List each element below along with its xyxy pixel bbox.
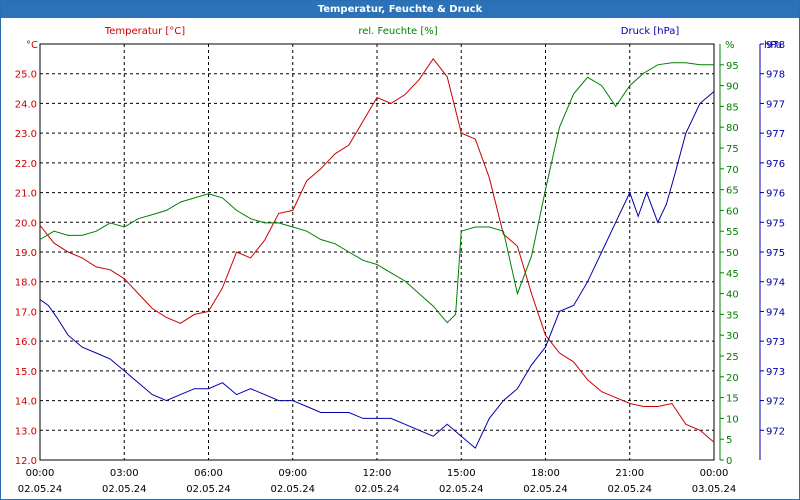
left-tick-label: 12.0 xyxy=(15,456,37,467)
left-tick-label: 17.0 xyxy=(15,307,37,318)
pressure-tick-label: 974 xyxy=(766,278,785,289)
left-axis-unit: °C xyxy=(26,40,38,51)
x-tick-time: 06:00 xyxy=(194,468,223,479)
x-tick-date: 02.05.24 xyxy=(102,484,147,495)
x-tick-date: 02.05.24 xyxy=(439,484,484,495)
humidity-tick-label: 15 xyxy=(726,394,739,405)
pressure-tick-label: 972 xyxy=(766,397,785,408)
pressure-tick-label: 978 xyxy=(766,40,785,51)
humidity-tick-label: 25 xyxy=(726,352,739,363)
humidity-tick-label: 45 xyxy=(726,269,739,280)
left-tick-label: 15.0 xyxy=(15,367,37,378)
pressure-tick-label: 977 xyxy=(766,129,785,140)
pressure-tick-label: 977 xyxy=(766,99,785,110)
humidity-tick-label: 60 xyxy=(726,206,739,217)
left-tick-label: 24.0 xyxy=(15,99,37,110)
left-tick-label: 14.0 xyxy=(15,397,37,408)
x-tick-time: 00:00 xyxy=(26,468,55,479)
left-tick-label: 22.0 xyxy=(15,159,37,170)
legend-entry-2: Druck [hPa] xyxy=(621,26,680,37)
left-tick-label: 23.0 xyxy=(15,129,37,140)
humidity-tick-label: 90 xyxy=(726,82,739,93)
x-tick-date: 02.05.24 xyxy=(523,484,568,495)
series-line-2 xyxy=(39,91,715,449)
x-tick-date: 02.05.24 xyxy=(270,484,315,495)
pressure-tick-label: 974 xyxy=(766,307,785,318)
series-group xyxy=(39,58,715,449)
humidity-tick-label: 65 xyxy=(726,186,739,197)
humidity-tick-label: 0 xyxy=(726,456,732,467)
humidity-tick-label: 80 xyxy=(726,123,739,134)
x-tick-time: 03:00 xyxy=(110,468,139,479)
x-tick-time: 15:00 xyxy=(447,468,476,479)
humidity-axis-unit: % xyxy=(725,40,735,51)
x-tick-time: 21:00 xyxy=(615,468,644,479)
window-title: Temperatur, Feuchte & Druck xyxy=(1,1,799,18)
x-tick-time: 09:00 xyxy=(278,468,307,479)
x-tick-date: 03.05.24 xyxy=(692,484,737,495)
x-tick-time: 00:00 xyxy=(700,468,729,479)
pressure-axis-unit: hPa xyxy=(764,40,782,51)
humidity-tick-label: 35 xyxy=(726,310,739,321)
humidity-tick-label: 95 xyxy=(726,61,739,72)
left-tick-label: 20.0 xyxy=(15,218,37,229)
axes: 12.0 13.0 14.0 15.0 16.0 17.0 18.0 19.0 20.0 21.0… xyxy=(15,40,785,495)
left-tick-label: 21.0 xyxy=(15,189,37,200)
humidity-tick-label: 75 xyxy=(726,144,739,155)
x-tick-time: 18:00 xyxy=(531,468,560,479)
grid xyxy=(40,44,714,461)
x-tick-date: 02.05.24 xyxy=(18,484,63,495)
pressure-tick-label: 973 xyxy=(766,337,785,348)
humidity-tick-label: 55 xyxy=(726,227,739,238)
x-tick-date: 02.05.24 xyxy=(186,484,231,495)
legend-entry-1: rel. Feuchte [%] xyxy=(358,26,437,37)
legend: Temperatur [°C] rel. Feuchte [%] Druck [hP… xyxy=(104,26,680,37)
pressure-tick-label: 975 xyxy=(766,248,785,259)
x-tick-time: 12:00 xyxy=(363,468,392,479)
pressure-tick-label: 978 xyxy=(766,70,785,81)
left-tick-label: 13.0 xyxy=(15,426,37,437)
humidity-tick-label: 20 xyxy=(726,373,739,384)
left-tick-label: 18.0 xyxy=(15,278,37,289)
humidity-tick-label: 70 xyxy=(726,165,739,176)
x-tick-date: 02.05.24 xyxy=(355,484,400,495)
pressure-tick-label: 976 xyxy=(766,189,785,200)
pressure-tick-label: 972 xyxy=(766,426,785,437)
series-line-0 xyxy=(39,58,715,443)
left-tick-label: 16.0 xyxy=(15,337,37,348)
humidity-tick-label: 40 xyxy=(726,290,739,301)
pressure-tick-label: 976 xyxy=(766,159,785,170)
legend-entry-0: Temperatur [°C] xyxy=(104,26,185,37)
humidity-tick-label: 5 xyxy=(726,435,732,446)
humidity-tick-label: 30 xyxy=(726,331,739,342)
pressure-tick-label: 973 xyxy=(766,367,785,378)
left-tick-label: 25.0 xyxy=(15,70,37,81)
humidity-tick-label: 10 xyxy=(726,414,739,425)
x-tick-date: 02.05.24 xyxy=(607,484,652,495)
humidity-tick-label: 85 xyxy=(726,102,739,113)
series-line-1 xyxy=(39,62,714,324)
left-tick-label: 19.0 xyxy=(15,248,37,259)
pressure-tick-label: 975 xyxy=(766,218,785,229)
humidity-tick-label: 50 xyxy=(726,248,739,259)
